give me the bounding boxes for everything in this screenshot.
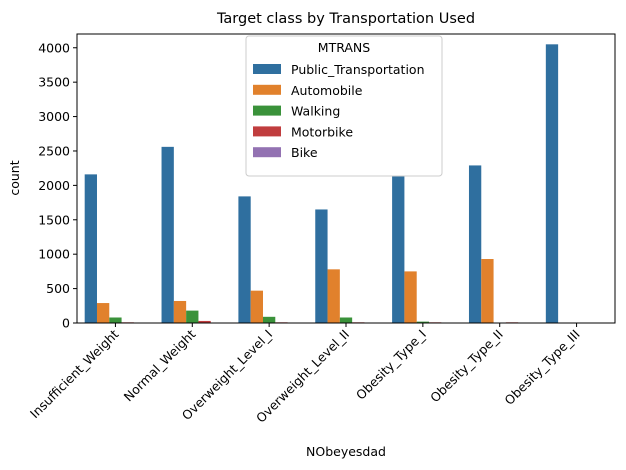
legend-swatch bbox=[253, 126, 281, 137]
legend-swatch bbox=[253, 105, 281, 116]
bar-walking-normal-weight bbox=[186, 310, 199, 323]
y-tick-label: 1000 bbox=[38, 247, 70, 262]
legend-label: Automobile bbox=[291, 83, 363, 98]
legend-swatch bbox=[253, 84, 281, 95]
y-axis: 0 500 1000 1500 2000 2500 3000 3500 4000 bbox=[38, 40, 77, 331]
x-tick-label: Obesity_Type_II bbox=[427, 327, 506, 406]
legend-box bbox=[245, 35, 443, 177]
bar-public-transportation-obesity-type-i bbox=[392, 176, 405, 323]
y-tick-label: 4000 bbox=[38, 40, 70, 55]
plot-frame bbox=[76, 33, 616, 324]
bars-group bbox=[84, 44, 559, 323]
y-tick-label: 2500 bbox=[38, 143, 70, 158]
y-tick-label: 2000 bbox=[38, 178, 70, 193]
legend-label: Motorbike bbox=[291, 124, 353, 139]
bar-walking-insufficient-weight bbox=[109, 317, 122, 323]
x-tick-label: Normal_Weight bbox=[121, 326, 199, 404]
legend-title: MTRANS bbox=[318, 40, 371, 55]
x-tick-label: Obesity_Type_III bbox=[501, 327, 582, 408]
chart-title: Target class by Transportation Used bbox=[216, 11, 475, 27]
bar-walking-overweight-level-ii bbox=[339, 317, 353, 323]
legend: MTRANS Public_Transportation Automobile Wa… bbox=[245, 35, 443, 177]
bar-walking-obesity-type-i bbox=[416, 321, 430, 323]
bar-automobile-insufficient-weight bbox=[96, 303, 110, 323]
bar-automobile-normal-weight bbox=[173, 300, 187, 323]
bar-automobile-overweight-level-i bbox=[250, 290, 263, 323]
bar-public-transportation-overweight-level-i bbox=[238, 196, 251, 323]
y-tick-label: 3500 bbox=[38, 75, 70, 90]
y-tick-label: 500 bbox=[46, 281, 70, 296]
bar-public-transportation-normal-weight bbox=[161, 146, 174, 323]
bar-walking-overweight-level-i bbox=[262, 316, 276, 323]
legend-items: Public_Transportation Automobile Walking Mo… bbox=[253, 62, 425, 160]
y-tick-label: 1500 bbox=[38, 212, 70, 227]
x-axis-title: NObeyesdad bbox=[306, 444, 386, 459]
bar-public-transportation-insufficient-weight bbox=[84, 174, 97, 323]
legend-swatch bbox=[253, 147, 281, 158]
bar-automobile-obesity-type-ii bbox=[481, 259, 494, 323]
x-tick-label: Insufficient_Weight bbox=[27, 326, 122, 421]
x-tick-label: Obesity_Type_I bbox=[353, 327, 429, 403]
bar-automobile-obesity-type-i bbox=[404, 271, 417, 323]
bar-public-transportation-obesity-type-iii bbox=[545, 44, 559, 323]
legend-label: Public_Transportation bbox=[291, 62, 425, 77]
bar-public-transportation-overweight-level-ii bbox=[315, 209, 328, 323]
y-tick-label: 0 bbox=[62, 316, 70, 331]
y-axis-title: count bbox=[7, 160, 22, 195]
bar-automobile-overweight-level-ii bbox=[327, 269, 340, 323]
legend-label: Bike bbox=[291, 145, 318, 160]
x-axis: Insufficient_Weight Normal_WeightOverweig… bbox=[27, 323, 583, 426]
legend-swatch bbox=[253, 64, 281, 74]
y-tick-label: 3000 bbox=[38, 109, 70, 124]
legend-label: Walking bbox=[291, 104, 340, 119]
bar-public-transportation-obesity-type-ii bbox=[468, 165, 482, 323]
bar-motorbike-normal-weight bbox=[198, 320, 211, 323]
